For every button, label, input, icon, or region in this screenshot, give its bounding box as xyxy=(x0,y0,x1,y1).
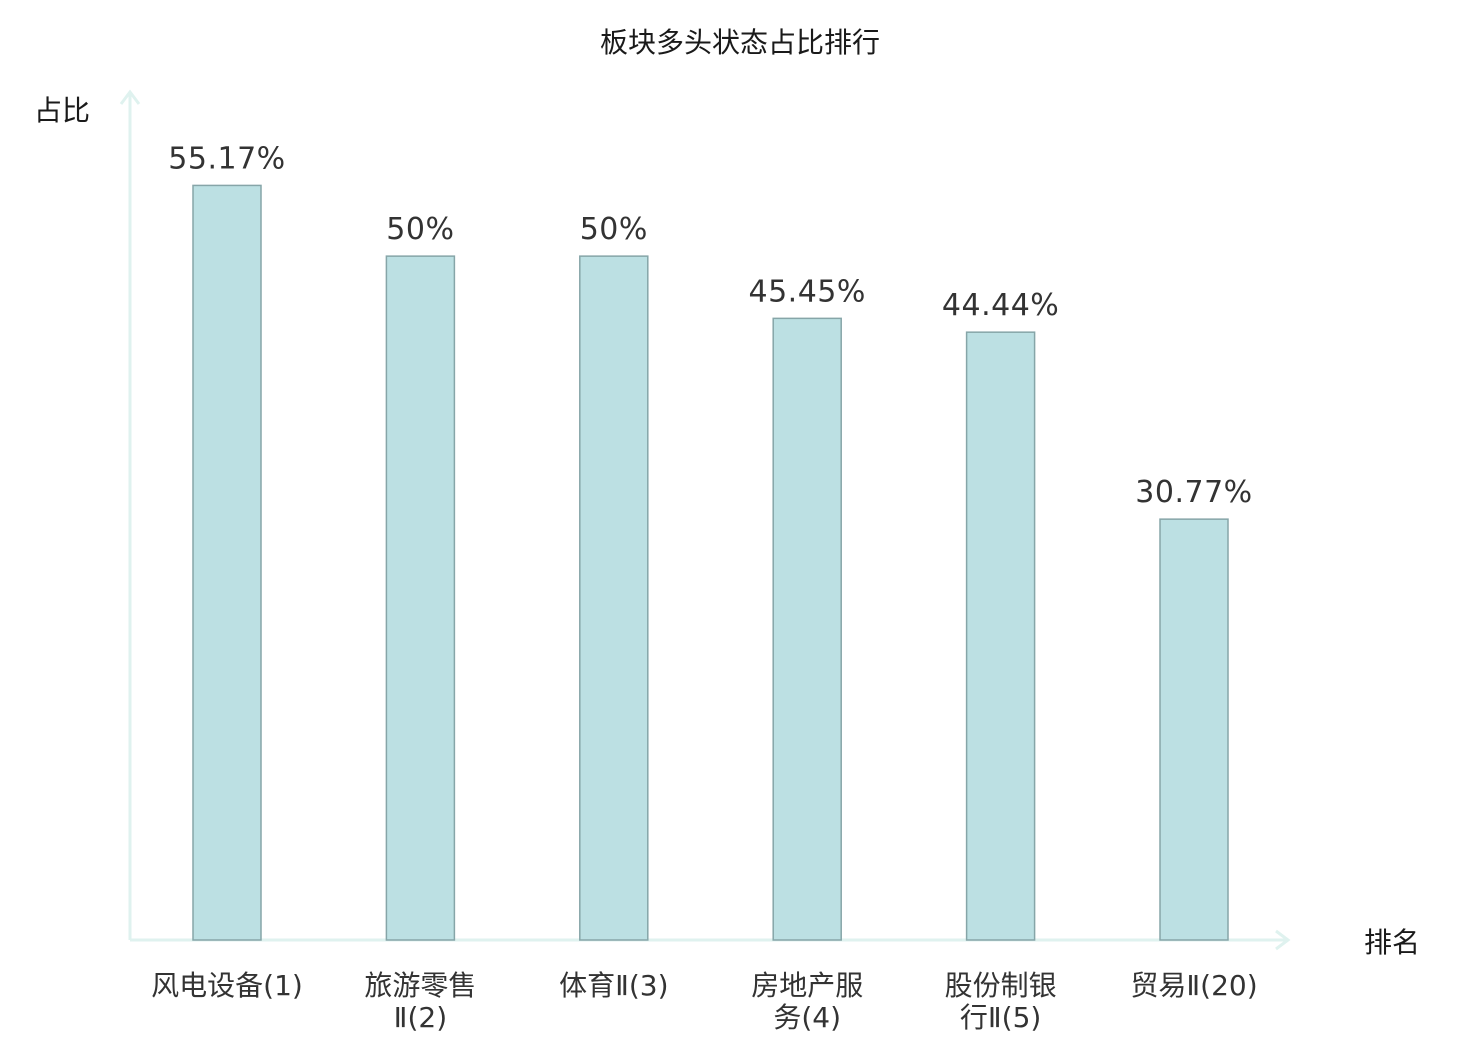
x-axis-label: 排名 xyxy=(1364,926,1420,959)
category-tick-label: 贸易Ⅱ(20) xyxy=(1130,969,1257,1002)
category-tick-label: 风电设备(1) xyxy=(151,969,303,1002)
category-tick-label: 房地产服 xyxy=(751,969,863,1002)
bar-value-label: 44.44% xyxy=(942,288,1059,323)
category-tick-label: 旅游零售 xyxy=(364,969,476,1002)
category-tick-label: 股份制银 xyxy=(945,969,1057,1002)
bar xyxy=(579,255,649,941)
bar-value-label: 30.77% xyxy=(1135,475,1252,510)
bar-value-label: 45.45% xyxy=(749,274,866,309)
bar xyxy=(192,184,262,941)
bars-group xyxy=(192,184,1229,941)
bar-value-label: 50% xyxy=(386,212,454,247)
x-axis-arrow xyxy=(1275,929,1291,951)
bar-value-label: 50% xyxy=(580,212,648,247)
axes xyxy=(119,89,1291,951)
y-axis-arrow xyxy=(119,89,141,105)
category-tick-label: 行Ⅱ(5) xyxy=(960,1001,1041,1034)
bar xyxy=(1159,518,1229,941)
category-tick-label: Ⅱ(2) xyxy=(394,1001,447,1034)
bar xyxy=(965,331,1036,941)
chart-title: 板块多头状态占比排行 xyxy=(600,26,880,59)
category-tick-label: 务(4) xyxy=(773,1001,841,1034)
bar-value-label: 55.17% xyxy=(168,141,285,176)
y-axis-label: 占比 xyxy=(34,94,90,127)
category-tick-label: 体育Ⅱ(3) xyxy=(559,969,668,1002)
bar xyxy=(772,317,842,941)
value-labels-group: 55.17% 50% 50% 45.45% 44.44% 30.77% xyxy=(168,141,1252,510)
bar xyxy=(385,255,456,941)
